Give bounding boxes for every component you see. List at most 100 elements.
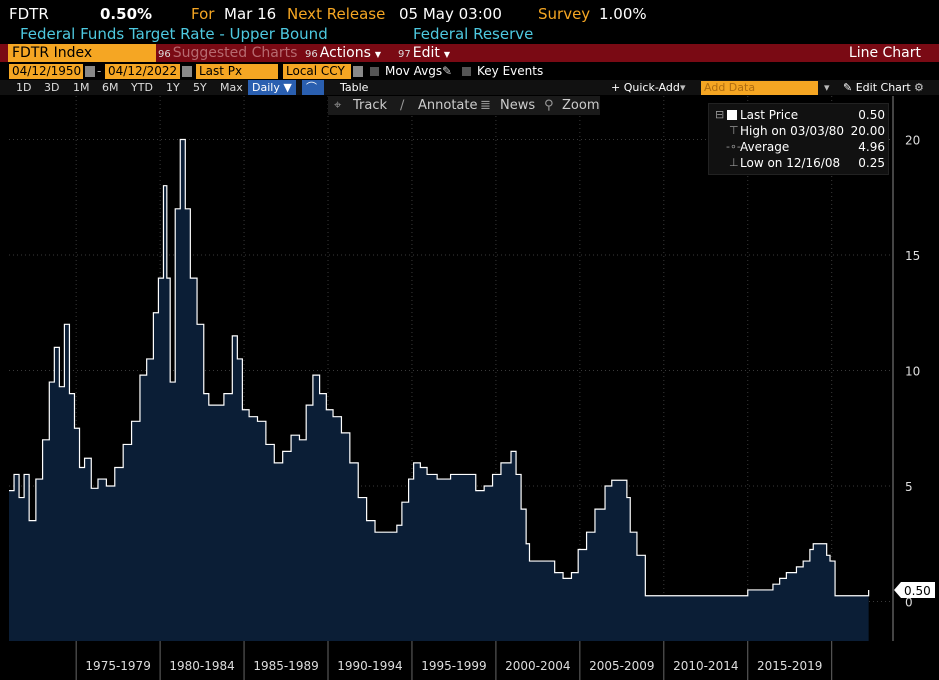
edit-label: Edit <box>412 45 440 61</box>
x-tick-label: 2000-2004 <box>505 659 570 673</box>
date-separator: - <box>97 64 102 78</box>
range-3d-button[interactable]: 3D <box>44 81 60 94</box>
security-input[interactable]: FDTR Index <box>8 44 156 62</box>
range-1y-button[interactable]: 1Y <box>166 81 180 94</box>
range-ytd-button[interactable]: YTD <box>131 81 153 94</box>
key-events-label: Key Events <box>477 64 544 78</box>
legend-low-label: Low on 12/16/08 <box>740 156 841 170</box>
key-events-checkbox[interactable] <box>462 67 471 76</box>
high-marker-icon: ⊤ <box>729 124 739 137</box>
news-button[interactable]: News <box>500 98 536 113</box>
chart-legend: ⊟ Last Price 0.50 ⊤ High on 03/03/80 20.… <box>708 103 889 175</box>
annotate-button[interactable]: Annotate <box>418 98 478 113</box>
data-source: Federal Reserve <box>413 25 534 43</box>
low-marker-icon: ⊥ <box>729 156 739 169</box>
actions-menu[interactable]: 96 Actions ▼ <box>305 44 381 62</box>
range-1d-button[interactable]: 1D <box>16 81 32 94</box>
x-tick-label: 1985-1989 <box>253 659 318 673</box>
quick-add-button[interactable]: + Quick-Add <box>611 81 680 94</box>
x-tick-label: 1990-1994 <box>337 659 402 673</box>
chart-style-icon[interactable]: ⌒ <box>302 80 324 95</box>
chevron-down-icon[interactable]: ▾ <box>824 81 830 94</box>
security-description: Federal Funds Target Rate - Upper Bound <box>20 25 328 43</box>
legend-low-value: 0.25 <box>858 156 885 170</box>
crosshair-icon: ⌖ <box>334 98 342 113</box>
track-button[interactable]: Track <box>353 98 388 113</box>
series-swatch-icon <box>727 110 737 120</box>
add-data-input[interactable]: Add Data <box>701 81 818 95</box>
rate-line <box>9 138 870 597</box>
edit-menu[interactable]: 97 Edit ▼ <box>398 44 450 62</box>
legend-low: ⊥ Low on 12/16/08 0.25 <box>709 155 890 171</box>
legend-average: -∘- Average 4.96 <box>709 139 890 155</box>
mov-avgs-checkbox[interactable] <box>370 67 379 76</box>
pencil-icon: ✎ <box>843 81 853 94</box>
news-icon: ≣ <box>480 98 491 113</box>
edit-chart-label: Edit Chart <box>855 81 911 94</box>
chevron-down-icon: ▼ <box>283 81 292 94</box>
period-label: Daily <box>252 81 280 94</box>
security-header: FDTR 0.50% For Mar 16 Next Release 05 Ma… <box>0 5 939 25</box>
range-max-button[interactable]: Max <box>220 81 243 94</box>
range-6m-button[interactable]: 6M <box>102 81 119 94</box>
legend-avg-value: 4.96 <box>858 140 885 154</box>
rate-chart[interactable]: 0 5 10 15 20 1975-1979 1980-1984 1985-1989 1990… <box>0 96 939 680</box>
x-tick-label: 1975-1979 <box>85 659 150 673</box>
range-5y-button[interactable]: 5Y <box>193 81 207 94</box>
last-value-tag: 0.50 <box>894 581 935 598</box>
period-select[interactable]: Daily ▼ <box>248 80 296 95</box>
chevron-down-icon[interactable]: ▾ <box>680 81 686 94</box>
dropdown-icon[interactable] <box>353 66 363 77</box>
y-tick-label: 0 <box>905 596 913 610</box>
gear-icon[interactable]: ⚙ <box>914 81 924 94</box>
pencil-icon: ∕ <box>400 98 405 113</box>
range-1m-button[interactable]: 1M <box>73 81 90 94</box>
for-label: For <box>191 5 215 23</box>
suggested-charts-menu[interactable]: 96 Suggested Charts <box>158 44 297 62</box>
chart-tools-strip: ⌖ Track ∕ Annotate ≣ News ⚲ Zoom <box>328 96 600 115</box>
end-date-field[interactable]: 04/12/2022 <box>105 64 180 79</box>
next-release-value: 05 May 03:00 <box>399 5 502 23</box>
x-tick-label: 2005-2009 <box>589 659 654 673</box>
chart-type-title: Line Chart <box>848 45 921 61</box>
y-tick-label: 20 <box>905 134 920 148</box>
survey-value: 1.00% <box>599 5 647 23</box>
calendar-icon[interactable] <box>85 66 95 77</box>
for-date: Mar 16 <box>224 5 277 23</box>
suggested-charts-number: 96 <box>158 49 171 60</box>
ticker-label: FDTR <box>9 5 49 23</box>
field-select[interactable]: Last Px <box>196 64 278 79</box>
currency-select[interactable]: Local CCY <box>283 64 351 79</box>
y-tick-label: 5 <box>905 480 913 494</box>
table-button[interactable]: Table <box>340 81 369 94</box>
start-date-field[interactable]: 04/12/1950 <box>9 64 83 79</box>
x-tick-label: 2010-2014 <box>673 659 738 673</box>
pencil-icon[interactable]: ✎ <box>442 64 453 78</box>
last-value-tag-label: 0.50 <box>904 584 931 598</box>
suggested-charts-label: Suggested Charts <box>172 45 298 61</box>
collapse-icon[interactable]: ⊟ <box>715 108 725 121</box>
chevron-down-icon: ▼ <box>374 50 382 59</box>
legend-last-label: Last Price <box>740 108 799 122</box>
date-range-row: 04/12/1950 - 04/12/2022 Last Px Local CC… <box>0 64 939 79</box>
legend-high-label: High on 03/03/80 <box>740 124 845 138</box>
survey-label: Survey <box>538 5 591 23</box>
edit-number: 97 <box>398 49 411 60</box>
range-selector-row: 1D 3D 1M 6M YTD 1Y 5Y Max Daily ▼ ⌒ Tabl… <box>0 80 939 95</box>
x-tick-label: 1980-1984 <box>169 659 234 673</box>
y-tick-label: 15 <box>905 249 920 263</box>
actions-number: 96 <box>305 49 318 60</box>
zoom-icon: ⚲ <box>544 98 554 113</box>
calendar-icon[interactable] <box>182 66 192 77</box>
rate-area <box>9 139 869 641</box>
zoom-button[interactable]: Zoom <box>562 98 600 113</box>
legend-high-value: 20.00 <box>850 124 885 138</box>
x-tick-label: 1995-1999 <box>421 659 486 673</box>
legend-last-price[interactable]: ⊟ Last Price 0.50 <box>709 107 890 123</box>
y-tick-label: 10 <box>905 365 920 379</box>
mov-avgs-label: Mov Avgs <box>385 64 443 78</box>
average-marker-icon: -∘- <box>726 140 741 153</box>
last-value: 0.50% <box>100 5 153 23</box>
main-toolbar: FDTR Index 96 Suggested Charts 96 Actions ▼… <box>0 44 939 62</box>
edit-chart-button[interactable]: ✎ Edit Chart <box>843 80 911 95</box>
